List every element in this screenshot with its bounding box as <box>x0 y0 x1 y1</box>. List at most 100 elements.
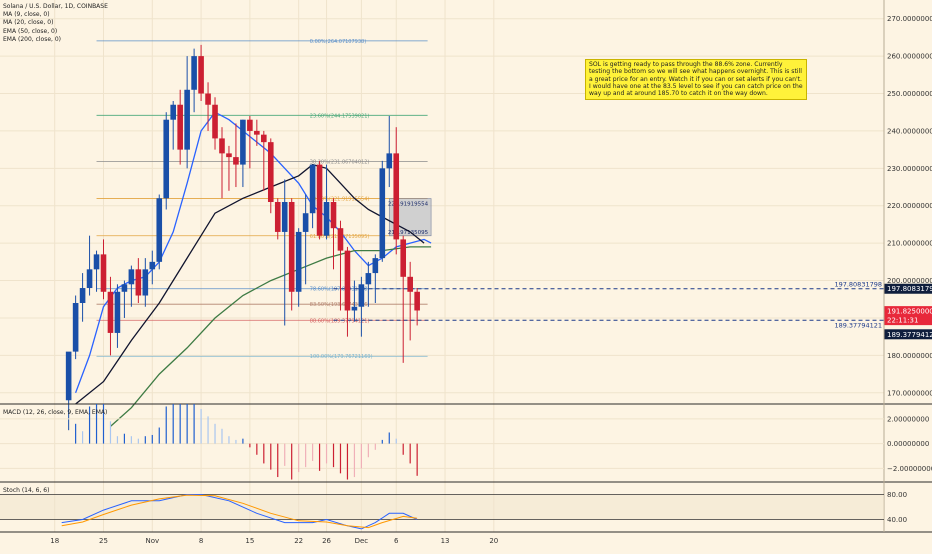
candle-body <box>274 202 281 232</box>
x-tick-label: 20 <box>489 537 498 545</box>
x-tick-label: 18 <box>50 537 59 545</box>
candle-body <box>288 202 295 292</box>
zone-bottom-label: 211.97135095 <box>388 230 429 236</box>
candle-body <box>79 288 86 303</box>
x-tick-label: 26 <box>322 537 331 545</box>
candle-body <box>191 56 197 90</box>
x-tick-label: 6 <box>394 537 399 545</box>
macd-title[interactable]: MACD (12, 26, close, 9, EMA, EMA) <box>3 409 108 416</box>
indicator-legend: Solana / U.S. Dollar, 1D, COINBASE MA (9… <box>3 3 108 44</box>
price-tag-bg <box>884 329 932 340</box>
dashed-level-label: 189.37794121 <box>834 321 882 329</box>
candle-body <box>337 228 344 251</box>
candle-body <box>240 119 246 165</box>
moving-average-line-2 <box>110 246 432 427</box>
zone-top-label: 221.91919554 <box>388 202 429 208</box>
candle-body <box>156 198 163 262</box>
fib-level-label: 83.50%(193.67743336) <box>310 302 370 308</box>
candle-body <box>184 89 190 150</box>
fib-level-label: 100.00%(179.76721169) <box>310 354 373 360</box>
y-tick-label: 180.00000000 <box>887 352 932 360</box>
candle-body <box>344 250 351 311</box>
price-tag-bg <box>884 283 932 294</box>
candle-body <box>93 254 100 270</box>
y-tick-label: 210.00000000 <box>887 240 932 248</box>
macd-tick-label: −2.00000000 <box>887 465 932 473</box>
x-tick-label: 13 <box>441 537 450 545</box>
candle-body <box>177 104 183 150</box>
candle-body <box>247 119 253 131</box>
legend-item-ema50[interactable]: EMA (50, close, 0) <box>3 27 58 35</box>
candle-body <box>226 153 232 158</box>
moving-average-line-0 <box>74 111 432 394</box>
candle-body <box>414 291 420 311</box>
x-tick-label: 8 <box>199 537 203 545</box>
y-tick-label: 220.00000000 <box>887 202 932 210</box>
fib-level-label: 50.00%(221.91915554) <box>310 197 370 203</box>
candle-body <box>135 269 142 296</box>
x-tick-label: 22 <box>294 537 303 545</box>
fib-level-label: 23.60%(244.17539021) <box>310 113 370 119</box>
candle-body <box>254 130 260 135</box>
stoch-d-line <box>61 494 418 529</box>
candle-body <box>281 202 288 232</box>
candle-body <box>114 291 121 333</box>
price-tag-label: 197.80831798 <box>887 285 932 293</box>
candle-body <box>219 138 225 154</box>
candle-body <box>100 254 107 292</box>
y-tick-label: 170.00000000 <box>887 389 932 397</box>
legend-item-ma9[interactable]: MA (9, close, 0) <box>3 11 50 19</box>
stoch-band <box>0 494 884 520</box>
candle-body <box>316 164 323 236</box>
price-tag-label: 191.82500000 <box>887 308 932 316</box>
candle-body <box>233 157 239 165</box>
candle-body <box>379 168 386 259</box>
y-tick-label: 270.00000000 <box>887 15 932 23</box>
macd-tick-label: 0.00000000 <box>887 440 929 448</box>
fib-level-label: 0.00%(264.07107938) <box>310 39 366 45</box>
x-tick-label: 15 <box>245 537 254 545</box>
legend-item-ma20[interactable]: MA (20, close, 0) <box>3 19 54 27</box>
candle-body <box>72 303 79 352</box>
candle-body <box>121 284 128 292</box>
stoch-k-line <box>61 494 418 530</box>
candle-body <box>107 291 114 333</box>
candle-body <box>323 202 330 236</box>
candle-body <box>198 56 204 94</box>
candle-body <box>163 119 170 199</box>
candle-body <box>86 269 93 289</box>
stoch-title[interactable]: Stoch (14, 6, 6) <box>3 487 50 494</box>
candle-body <box>170 104 176 120</box>
candle-body <box>393 153 400 240</box>
y-tick-label: 200.00000000 <box>887 277 932 285</box>
price-tag-bg <box>884 315 932 326</box>
dashed-level-label: 197.80831798 <box>834 281 882 289</box>
y-tick-label: 230.00000000 <box>887 165 932 173</box>
candle-body <box>302 213 309 232</box>
candle-body <box>261 134 267 143</box>
fib-level-label: 88.60%(189.37794121) <box>310 318 370 324</box>
candle-body <box>295 231 302 292</box>
candle-body <box>386 153 393 169</box>
price-tag-label: 189.37794121 <box>887 331 932 339</box>
fib-level-label: 78.60%(197.80831798) <box>310 287 370 293</box>
candle-body <box>142 269 149 296</box>
x-tick-label: Dec <box>355 537 369 545</box>
candle-body <box>330 202 337 229</box>
candle-body <box>365 273 372 285</box>
legend-item-ema200[interactable]: EMA (200, close, 0) <box>3 35 62 43</box>
candle-body <box>372 258 379 274</box>
stoch-tick-label: 80.00 <box>887 491 907 499</box>
price-tag-bg <box>884 306 932 317</box>
y-tick-label: 260.00000000 <box>887 53 932 61</box>
candle-body <box>212 104 218 139</box>
candle-body <box>149 261 156 270</box>
candle-body <box>358 284 365 307</box>
candle-body <box>128 269 135 285</box>
candle-body <box>400 239 407 277</box>
annotation-note[interactable]: SOL is getting ready to pass through the… <box>585 59 807 101</box>
y-tick-label: 240.00000000 <box>887 127 932 135</box>
candle-body <box>205 93 211 105</box>
